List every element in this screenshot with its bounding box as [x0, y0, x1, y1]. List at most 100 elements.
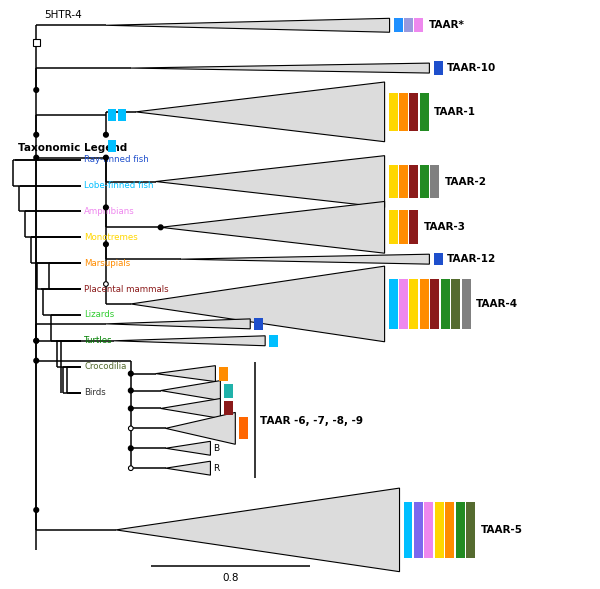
Circle shape [128, 388, 133, 393]
Polygon shape [181, 254, 430, 264]
Circle shape [104, 133, 108, 137]
Text: Crocodilia: Crocodilia [84, 362, 127, 371]
Circle shape [34, 155, 38, 160]
Bar [409, 210, 418, 244]
Text: TAAR -6, -7, -8, -9: TAAR -6, -7, -8, -9 [260, 416, 363, 426]
Text: Taxonomic Legend: Taxonomic Legend [19, 143, 128, 153]
Bar [462, 279, 470, 329]
Bar [415, 18, 424, 32]
Circle shape [128, 371, 133, 376]
Polygon shape [161, 380, 220, 401]
Polygon shape [131, 63, 430, 73]
Text: Birds: Birds [84, 388, 106, 397]
Bar [434, 61, 443, 75]
Polygon shape [161, 201, 385, 253]
Polygon shape [155, 155, 385, 207]
Bar [409, 93, 418, 131]
Text: Lobe-finned fish: Lobe-finned fish [84, 181, 154, 190]
Bar [239, 418, 248, 439]
Bar [424, 502, 433, 558]
Bar [118, 109, 126, 121]
Circle shape [34, 339, 38, 343]
Circle shape [104, 205, 108, 210]
Bar [389, 164, 398, 198]
Bar [399, 279, 408, 329]
Circle shape [128, 406, 133, 411]
Bar [420, 93, 429, 131]
Text: TAAR*: TAAR* [429, 20, 465, 30]
Text: Placental mammals: Placental mammals [84, 284, 169, 293]
Text: Amphibians: Amphibians [84, 207, 135, 216]
Circle shape [128, 446, 133, 451]
Bar [399, 164, 408, 198]
Bar [409, 164, 418, 198]
Circle shape [34, 358, 38, 363]
Text: Lizards: Lizards [84, 310, 114, 319]
Polygon shape [166, 441, 211, 455]
Circle shape [104, 282, 108, 286]
Polygon shape [131, 266, 385, 342]
Bar [420, 279, 429, 329]
Bar [404, 18, 413, 32]
Circle shape [104, 155, 108, 160]
Polygon shape [106, 319, 250, 329]
Circle shape [158, 225, 163, 230]
Bar [224, 383, 233, 398]
Circle shape [34, 133, 38, 137]
Polygon shape [114, 336, 265, 346]
Text: Monotremes: Monotremes [84, 233, 138, 241]
Text: TAAR-3: TAAR-3 [424, 222, 466, 232]
Text: Turtles: Turtles [84, 336, 113, 345]
Polygon shape [161, 399, 220, 418]
Bar [445, 502, 454, 558]
Bar [33, 39, 40, 46]
Circle shape [34, 339, 38, 343]
Bar [451, 279, 460, 329]
Bar [420, 164, 429, 198]
Polygon shape [166, 461, 211, 475]
Bar [435, 502, 444, 558]
Bar [430, 164, 439, 198]
Circle shape [34, 88, 38, 92]
Bar [394, 18, 403, 32]
Text: TAAR-5: TAAR-5 [481, 525, 523, 535]
Bar [389, 93, 398, 131]
Bar [434, 253, 443, 265]
Text: R: R [214, 464, 220, 473]
Text: TAAR-2: TAAR-2 [445, 177, 487, 187]
Bar [456, 502, 465, 558]
Bar [389, 279, 398, 329]
Text: 5HTR-4: 5HTR-4 [44, 11, 82, 21]
Polygon shape [136, 82, 385, 142]
Bar [389, 210, 398, 244]
Bar [430, 279, 439, 329]
Bar [254, 318, 263, 330]
Circle shape [104, 242, 108, 247]
Text: TAAR-4: TAAR-4 [476, 299, 518, 309]
Bar [399, 210, 408, 244]
Polygon shape [116, 488, 400, 572]
Bar [466, 502, 475, 558]
Bar [404, 502, 412, 558]
Bar [399, 93, 408, 131]
Text: Marsupials: Marsupials [84, 259, 130, 267]
Bar [108, 109, 116, 121]
Circle shape [128, 426, 133, 431]
Polygon shape [155, 366, 215, 382]
Text: TAAR-1: TAAR-1 [434, 107, 476, 117]
Text: TAAR-10: TAAR-10 [448, 63, 497, 73]
Bar [409, 279, 418, 329]
Text: TAAR-12: TAAR-12 [448, 254, 497, 264]
Bar [220, 367, 229, 380]
Text: B: B [214, 444, 220, 453]
Bar [441, 279, 450, 329]
Text: Ray-finned fish: Ray-finned fish [84, 155, 149, 164]
Circle shape [34, 508, 38, 512]
Bar [224, 402, 233, 415]
Text: 0.8: 0.8 [222, 573, 239, 583]
Polygon shape [166, 412, 235, 444]
Polygon shape [106, 18, 389, 32]
Bar [269, 335, 278, 347]
Bar [108, 140, 116, 152]
Bar [414, 502, 423, 558]
